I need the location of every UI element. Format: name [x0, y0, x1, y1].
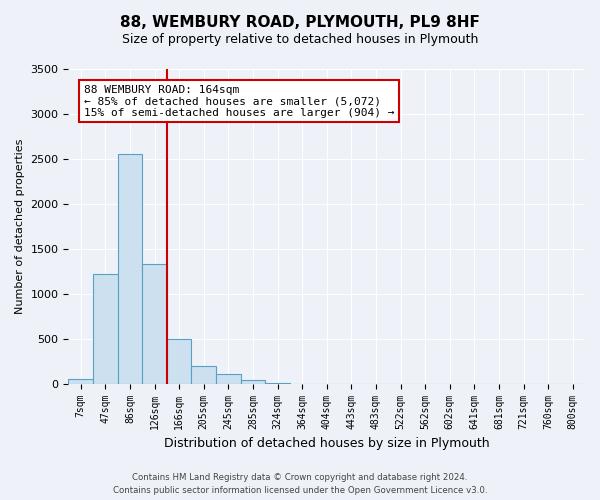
Bar — [191, 366, 216, 384]
Bar — [241, 380, 265, 384]
Bar — [265, 383, 290, 384]
Bar — [142, 264, 167, 384]
X-axis label: Distribution of detached houses by size in Plymouth: Distribution of detached houses by size … — [164, 437, 490, 450]
Bar — [68, 379, 93, 384]
Text: Contains HM Land Registry data © Crown copyright and database right 2024.
Contai: Contains HM Land Registry data © Crown c… — [113, 473, 487, 495]
Y-axis label: Number of detached properties: Number of detached properties — [15, 138, 25, 314]
Bar — [167, 338, 191, 384]
Bar — [118, 154, 142, 384]
Bar — [216, 374, 241, 384]
Text: 88 WEMBURY ROAD: 164sqm
← 85% of detached houses are smaller (5,072)
15% of semi: 88 WEMBURY ROAD: 164sqm ← 85% of detache… — [84, 84, 394, 118]
Text: 88, WEMBURY ROAD, PLYMOUTH, PL9 8HF: 88, WEMBURY ROAD, PLYMOUTH, PL9 8HF — [120, 15, 480, 30]
Text: Size of property relative to detached houses in Plymouth: Size of property relative to detached ho… — [122, 32, 478, 46]
Bar — [93, 274, 118, 384]
